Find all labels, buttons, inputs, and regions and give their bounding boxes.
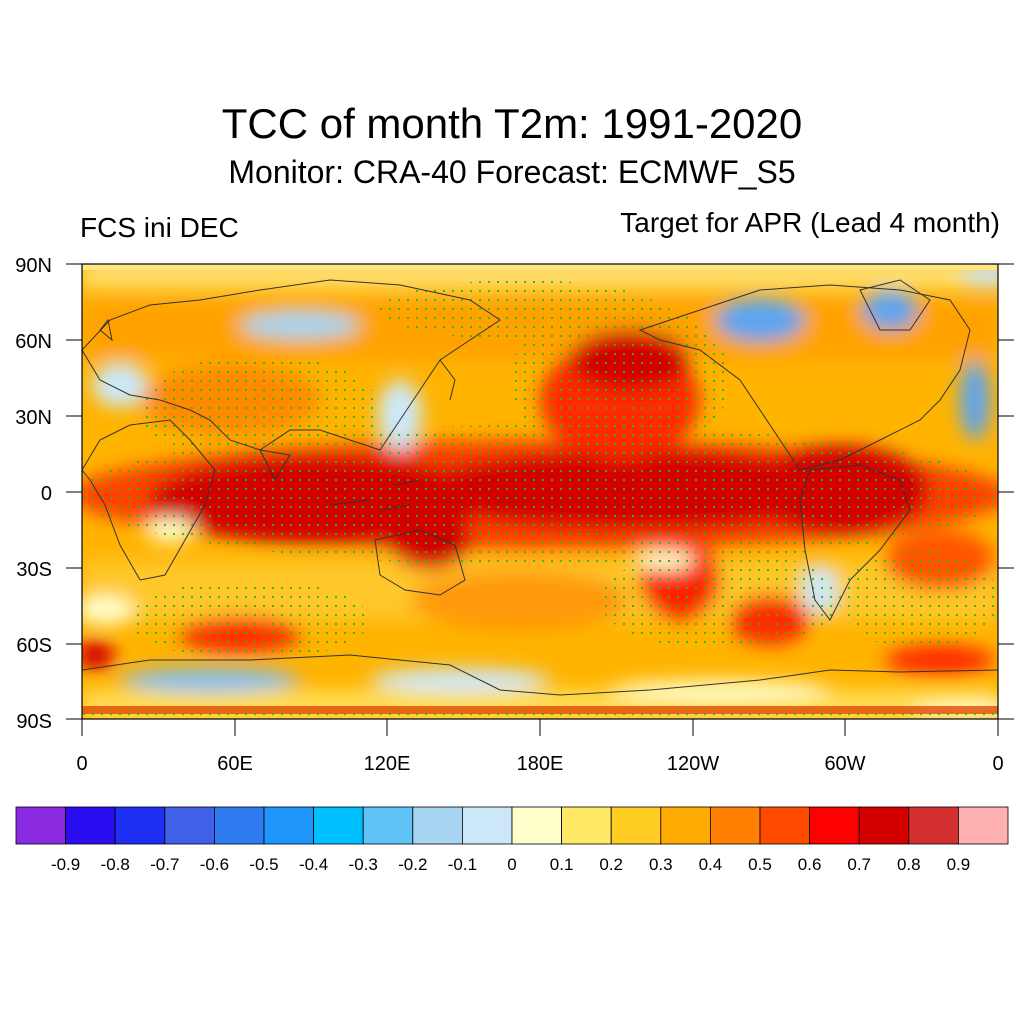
lat-ticks xyxy=(66,263,1014,720)
colorbar-swatch xyxy=(660,806,711,845)
colorbar-swatch xyxy=(15,806,66,845)
colorbar-labels: -0.9 -0.8 -0.7 -0.6 -0.5 -0.4 -0.3 -0.2 -0.1 0 0.1… xyxy=(51,855,970,874)
lat-label-30n: 30N xyxy=(15,407,52,429)
colorbar-label: 0.2 xyxy=(599,855,623,874)
lon-label-120e: 120E xyxy=(364,753,411,775)
lat-label-60n: 60N xyxy=(15,331,52,353)
correlation-field xyxy=(82,264,998,719)
colorbar-swatch xyxy=(710,806,761,845)
lat-label-60s: 60S xyxy=(16,635,52,657)
colorbar-label: -0.1 xyxy=(448,855,477,874)
colorbar-label: -0.7 xyxy=(150,855,179,874)
colorbar-label: 0 xyxy=(507,855,516,874)
lat-label-90s: 90S xyxy=(16,711,52,733)
colorbar-swatch xyxy=(164,806,215,845)
target-label: Target for APR (Lead 4 month) xyxy=(620,207,1000,238)
colorbar-swatch xyxy=(65,806,116,845)
colorbar-swatch xyxy=(263,806,314,845)
colorbar-swatch xyxy=(511,806,562,845)
colorbar-swatch xyxy=(809,806,860,845)
colorbar-label: -0.8 xyxy=(101,855,130,874)
colorbar-label: -0.5 xyxy=(249,855,278,874)
lon-label-60e: 60E xyxy=(217,753,253,775)
colorbar-swatch xyxy=(461,806,513,845)
colorbar-swatch xyxy=(114,806,166,845)
colorbar-swatch xyxy=(561,806,612,845)
lon-label-180e: 180E xyxy=(517,753,564,775)
colorbar-swatch xyxy=(610,806,662,845)
lon-label-60w: 60W xyxy=(824,753,865,775)
colorbar-swatch xyxy=(759,806,810,845)
colorbar-label: 0.1 xyxy=(550,855,574,874)
init-label: FCS ini DEC xyxy=(80,212,239,243)
page-subtitle: Monitor: CRA-40 Forecast: ECMWF_S5 xyxy=(228,154,796,190)
lon-label-0-end: 0 xyxy=(992,753,1003,775)
colorbar-label: 0.6 xyxy=(798,855,822,874)
lon-label-0: 0 xyxy=(76,753,87,775)
colorbar-label: -0.2 xyxy=(398,855,427,874)
colorbar-label: -0.4 xyxy=(299,855,328,874)
page-title: TCC of month T2m: 1991-2020 xyxy=(221,100,803,147)
colorbar-swatch xyxy=(958,806,1009,845)
significance-stipple xyxy=(82,280,998,716)
colorbar-label: 0.5 xyxy=(748,855,772,874)
colorbar-swatch xyxy=(362,806,414,845)
lat-label-eq: 0 xyxy=(41,483,52,505)
colorbar-swatch xyxy=(858,806,910,845)
colorbar-label: -0.6 xyxy=(200,855,229,874)
colorbar-label: 0.8 xyxy=(897,855,921,874)
colorbar-swatch xyxy=(313,806,364,845)
colorbar xyxy=(15,806,1009,845)
colorbar-label: 0.7 xyxy=(847,855,871,874)
colorbar-label: -0.3 xyxy=(349,855,378,874)
lat-label-90n: 90N xyxy=(15,255,52,277)
lat-label-30s: 30S xyxy=(16,559,52,581)
colorbar-label: 0.4 xyxy=(699,855,723,874)
colorbar-swatch xyxy=(213,806,265,845)
colorbar-swatch xyxy=(412,806,463,845)
lon-ticks xyxy=(81,719,999,736)
colorbar-label: -0.9 xyxy=(51,855,80,874)
colorbar-swatch xyxy=(908,806,959,845)
lon-label-120w: 120W xyxy=(667,753,719,775)
coastlines xyxy=(82,279,998,696)
colorbar-label: 0.3 xyxy=(649,855,673,874)
colorbar-label: 0.9 xyxy=(947,855,971,874)
